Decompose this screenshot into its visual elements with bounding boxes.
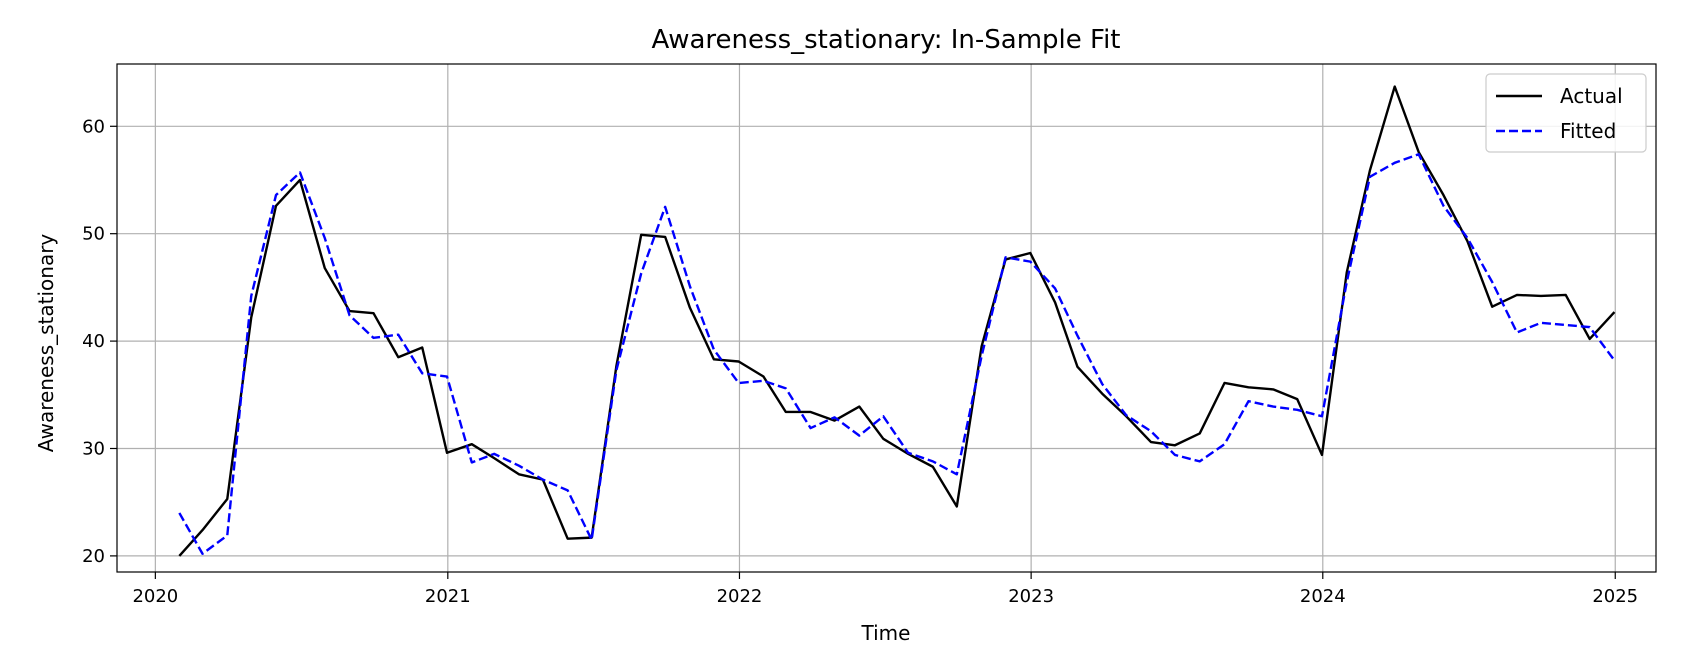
legend-label-actual: Actual xyxy=(1560,84,1623,108)
series-line-fitted xyxy=(178,153,1616,555)
x-tick-label: 2025 xyxy=(1592,586,1638,607)
x-axis-label: Time xyxy=(861,621,911,645)
grid xyxy=(117,64,1656,572)
y-tick-label: 20 xyxy=(82,546,105,567)
series-line-actual xyxy=(178,85,1616,557)
legend-box xyxy=(1485,73,1647,153)
legend: Actual Fitted xyxy=(1485,73,1647,153)
x-tick-label: 2024 xyxy=(1300,586,1346,607)
x-tick-label: 2020 xyxy=(132,586,178,607)
x-tick-label: 2022 xyxy=(717,586,763,607)
y-axis-label: Awareness_stationary xyxy=(34,234,58,453)
axis-ticks: 2020 2021 2022 2023 2024 2025 20 30 40 50 60 xyxy=(82,116,1638,607)
legend-label-fitted: Fitted xyxy=(1560,119,1616,143)
plot-frame xyxy=(116,63,1657,573)
y-tick-label: 60 xyxy=(82,116,105,137)
y-tick-label: 30 xyxy=(82,438,105,459)
y-tick-label: 40 xyxy=(82,331,105,352)
x-tick-label: 2023 xyxy=(1008,586,1054,607)
series-lines xyxy=(178,85,1616,557)
chart-title: Awareness_stationary: In-Sample Fit xyxy=(652,25,1121,55)
x-tick-label: 2021 xyxy=(425,586,471,607)
y-tick-label: 50 xyxy=(82,224,105,245)
